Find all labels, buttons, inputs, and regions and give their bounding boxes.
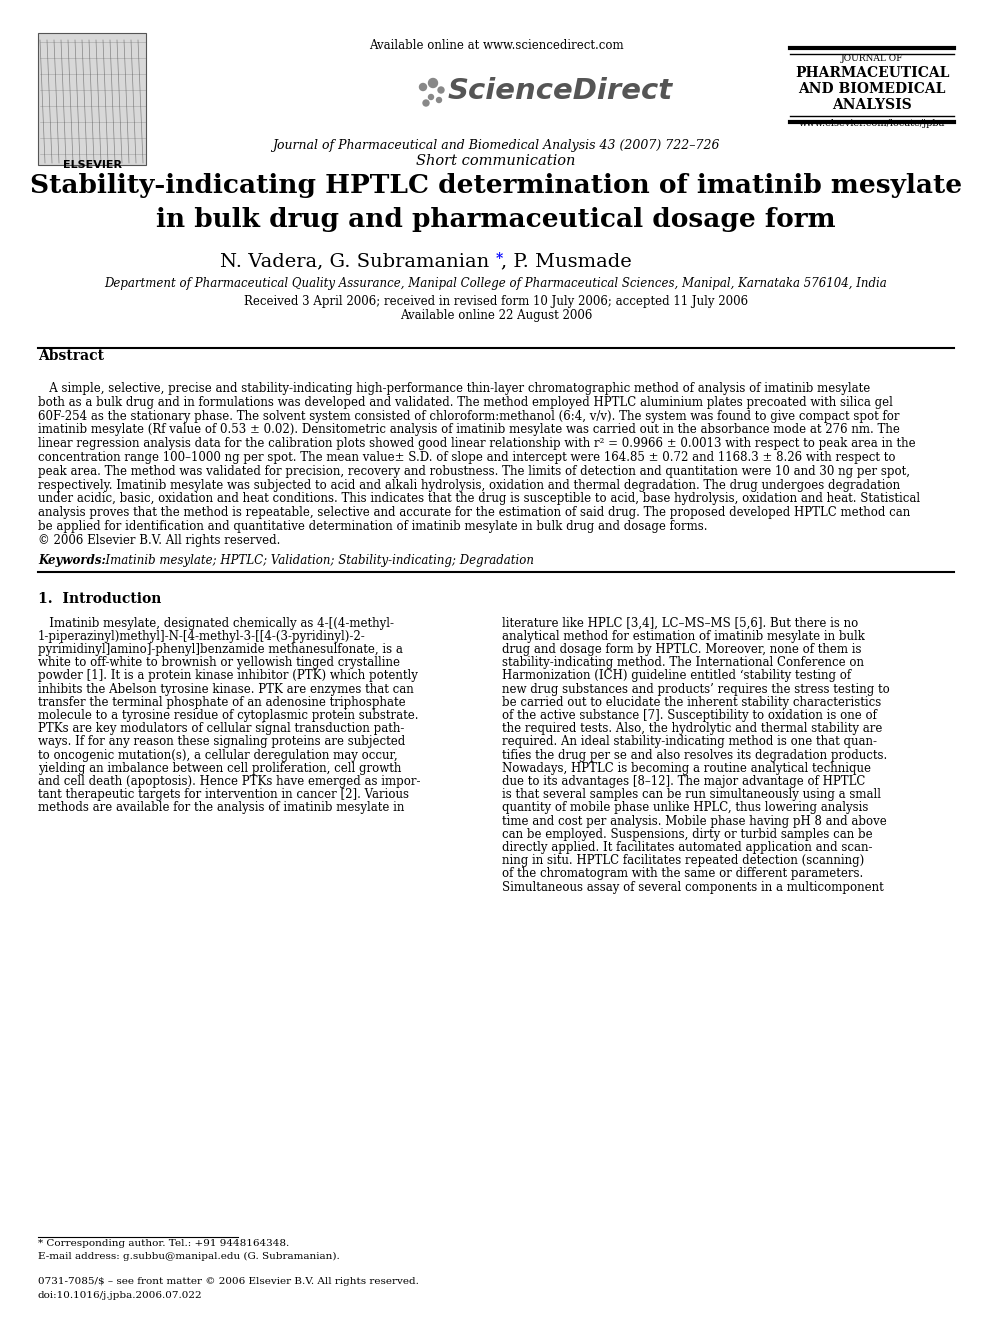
Text: , P. Musmade: , P. Musmade (501, 251, 632, 270)
Text: due to its advantages [8–12]. The major advantage of HPTLC: due to its advantages [8–12]. The major … (502, 775, 865, 789)
Text: transfer the terminal phosphate of an adenosine triphosphate: transfer the terminal phosphate of an ad… (38, 696, 406, 709)
Text: Journal of Pharmaceutical and Biomedical Analysis 43 (2007) 722–726: Journal of Pharmaceutical and Biomedical… (272, 139, 720, 152)
Text: ScienceDirect: ScienceDirect (448, 77, 674, 105)
Text: of the chromatogram with the same or different parameters.: of the chromatogram with the same or dif… (502, 868, 863, 880)
Text: white to off-white to brownish or yellowish tinged crystalline: white to off-white to brownish or yellow… (38, 656, 400, 669)
Text: analytical method for estimation of imatinib mesylate in bulk: analytical method for estimation of imat… (502, 630, 865, 643)
Circle shape (420, 83, 427, 90)
Text: JOURNAL OF: JOURNAL OF (841, 54, 904, 64)
Text: *: * (496, 251, 503, 266)
Circle shape (429, 94, 434, 99)
Text: drug and dosage form by HPTLC. Moreover, none of them is: drug and dosage form by HPTLC. Moreover,… (502, 643, 861, 656)
Text: Imatinib mesylate; HPTLC; Validation; Stability-indicating; Degradation: Imatinib mesylate; HPTLC; Validation; St… (98, 553, 534, 566)
Text: molecule to a tyrosine residue of cytoplasmic protein substrate.: molecule to a tyrosine residue of cytopl… (38, 709, 419, 722)
Text: ANALYSIS: ANALYSIS (832, 98, 912, 112)
Text: Harmonization (ICH) guideline entitled ‘stability testing of: Harmonization (ICH) guideline entitled ‘… (502, 669, 851, 683)
Text: directly applied. It facilitates automated application and scan-: directly applied. It facilitates automat… (502, 841, 873, 855)
Text: tant therapeutic targets for intervention in cancer [2]. Various: tant therapeutic targets for interventio… (38, 789, 409, 802)
Text: and cell death (apoptosis). Hence PTKs have emerged as impor-: and cell death (apoptosis). Hence PTKs h… (38, 775, 421, 789)
Text: quantity of mobile phase unlike HPLC, thus lowering analysis: quantity of mobile phase unlike HPLC, th… (502, 802, 868, 815)
Text: 0731-7085/$ – see front matter © 2006 Elsevier B.V. All rights reserved.: 0731-7085/$ – see front matter © 2006 El… (38, 1277, 419, 1286)
Text: inhibits the Abelson tyrosine kinase. PTK are enzymes that can: inhibits the Abelson tyrosine kinase. PT… (38, 683, 414, 696)
Circle shape (423, 101, 429, 106)
Text: both as a bulk drug and in formulations was developed and validated. The method : both as a bulk drug and in formulations … (38, 396, 893, 409)
Text: doi:10.1016/j.jpba.2006.07.022: doi:10.1016/j.jpba.2006.07.022 (38, 1291, 202, 1301)
Text: literature like HPLC [3,4], LC–MS–MS [5,6]. But there is no: literature like HPLC [3,4], LC–MS–MS [5,… (502, 617, 858, 630)
Text: pyrimidinyl]amino]-phenyl]benzamide methanesulfonate, is a: pyrimidinyl]amino]-phenyl]benzamide meth… (38, 643, 403, 656)
Text: powder [1]. It is a protein kinase inhibitor (PTK) which potently: powder [1]. It is a protein kinase inhib… (38, 669, 418, 683)
Text: is that several samples can be run simultaneously using a small: is that several samples can be run simul… (502, 789, 881, 802)
Text: Abstract: Abstract (38, 349, 104, 363)
Text: in bulk drug and pharmaceutical dosage form: in bulk drug and pharmaceutical dosage f… (156, 206, 836, 232)
Text: respectively. Imatinib mesylate was subjected to acid and alkali hydrolysis, oxi: respectively. Imatinib mesylate was subj… (38, 479, 900, 492)
Text: Department of Pharmaceutical Quality Assurance, Manipal College of Pharmaceutica: Department of Pharmaceutical Quality Ass… (104, 277, 888, 290)
Circle shape (436, 98, 441, 102)
Text: new drug substances and products’ requires the stress testing to: new drug substances and products’ requir… (502, 683, 890, 696)
Text: Short communication: Short communication (417, 153, 575, 168)
Text: imatinib mesylate (Rf value of 0.53 ± 0.02). Densitometric analysis of imatinib : imatinib mesylate (Rf value of 0.53 ± 0.… (38, 423, 900, 437)
Text: to oncogenic mutation(s), a cellular deregulation may occur,: to oncogenic mutation(s), a cellular der… (38, 749, 398, 762)
Text: concentration range 100–1000 ng per spot. The mean value± S.D. of slope and inte: concentration range 100–1000 ng per spot… (38, 451, 896, 464)
Text: analysis proves that the method is repeatable, selective and accurate for the es: analysis proves that the method is repea… (38, 507, 911, 519)
Text: Available online at www.sciencedirect.com: Available online at www.sciencedirect.co… (369, 38, 623, 52)
Text: under acidic, basic, oxidation and heat conditions. This indicates that the drug: under acidic, basic, oxidation and heat … (38, 492, 921, 505)
Text: Simultaneous assay of several components in a multicomponent: Simultaneous assay of several components… (502, 881, 884, 893)
Circle shape (438, 87, 444, 93)
Text: E-mail address: g.subbu@manipal.edu (G. Subramanian).: E-mail address: g.subbu@manipal.edu (G. … (38, 1252, 339, 1261)
Text: Nowadays, HPTLC is becoming a routine analytical technique: Nowadays, HPTLC is becoming a routine an… (502, 762, 871, 775)
Text: Available online 22 August 2006: Available online 22 August 2006 (400, 310, 592, 321)
Circle shape (429, 78, 437, 87)
Text: ning in situ. HPTLC facilitates repeated detection (scanning): ning in situ. HPTLC facilitates repeated… (502, 855, 864, 867)
Text: ELSEVIER: ELSEVIER (62, 160, 121, 169)
Text: the required tests. Also, the hydrolytic and thermal stability are: the required tests. Also, the hydrolytic… (502, 722, 882, 736)
Text: Keywords:: Keywords: (38, 553, 106, 566)
Text: stability-indicating method. The International Conference on: stability-indicating method. The Interna… (502, 656, 864, 669)
Text: 1.  Introduction: 1. Introduction (38, 591, 162, 606)
Text: linear regression analysis data for the calibration plots showed good linear rel: linear regression analysis data for the … (38, 437, 916, 450)
Text: 60F-254 as the stationary phase. The solvent system consisted of chloroform:meth: 60F-254 as the stationary phase. The sol… (38, 410, 900, 422)
Text: of the active substance [7]. Susceptibility to oxidation is one of: of the active substance [7]. Susceptibil… (502, 709, 877, 722)
Text: Imatinib mesylate, designated chemically as 4-[(4-methyl-: Imatinib mesylate, designated chemically… (38, 617, 394, 630)
Text: methods are available for the analysis of imatinib mesylate in: methods are available for the analysis o… (38, 802, 405, 815)
Text: time and cost per analysis. Mobile phase having pH 8 and above: time and cost per analysis. Mobile phase… (502, 815, 887, 828)
Text: yielding an imbalance between cell proliferation, cell growth: yielding an imbalance between cell proli… (38, 762, 402, 775)
Text: can be employed. Suspensions, dirty or turbid samples can be: can be employed. Suspensions, dirty or t… (502, 828, 873, 841)
Text: tifies the drug per se and also resolves its degradation products.: tifies the drug per se and also resolves… (502, 749, 887, 762)
Text: ways. If for any reason these signaling proteins are subjected: ways. If for any reason these signaling … (38, 736, 406, 749)
Text: 1-piperazinyl)methyl]-N-[4-methyl-3-[[4-(3-pyridinyl)-2-: 1-piperazinyl)methyl]-N-[4-methyl-3-[[4-… (38, 630, 366, 643)
Text: PTKs are key modulators of cellular signal transduction path-: PTKs are key modulators of cellular sign… (38, 722, 405, 736)
Text: peak area. The method was validated for precision, recovery and robustness. The : peak area. The method was validated for … (38, 464, 910, 478)
Text: Received 3 April 2006; received in revised form 10 July 2006; accepted 11 July 2: Received 3 April 2006; received in revis… (244, 295, 748, 308)
Text: PHARMACEUTICAL: PHARMACEUTICAL (795, 66, 949, 79)
Text: A simple, selective, precise and stability-indicating high-performance thin-laye: A simple, selective, precise and stabili… (38, 382, 870, 396)
Bar (38, 33, 146, 165)
Text: required. An ideal stability-indicating method is one that quan-: required. An ideal stability-indicating … (502, 736, 877, 749)
Text: AND BIOMEDICAL: AND BIOMEDICAL (799, 82, 945, 97)
Text: Stability-indicating HPTLC determination of imatinib mesylate: Stability-indicating HPTLC determination… (30, 173, 962, 198)
Text: www.elsevier.com/locate/jpba: www.elsevier.com/locate/jpba (799, 119, 945, 128)
Text: be applied for identification and quantitative determination of imatinib mesylat: be applied for identification and quanti… (38, 520, 707, 533)
Text: be carried out to elucidate the inherent stability characteristics: be carried out to elucidate the inherent… (502, 696, 881, 709)
Text: © 2006 Elsevier B.V. All rights reserved.: © 2006 Elsevier B.V. All rights reserved… (38, 533, 281, 546)
Text: N. Vadera, G. Subramanian: N. Vadera, G. Subramanian (220, 251, 496, 270)
Text: * Corresponding author. Tel.: +91 9448164348.: * Corresponding author. Tel.: +91 944816… (38, 1240, 290, 1248)
